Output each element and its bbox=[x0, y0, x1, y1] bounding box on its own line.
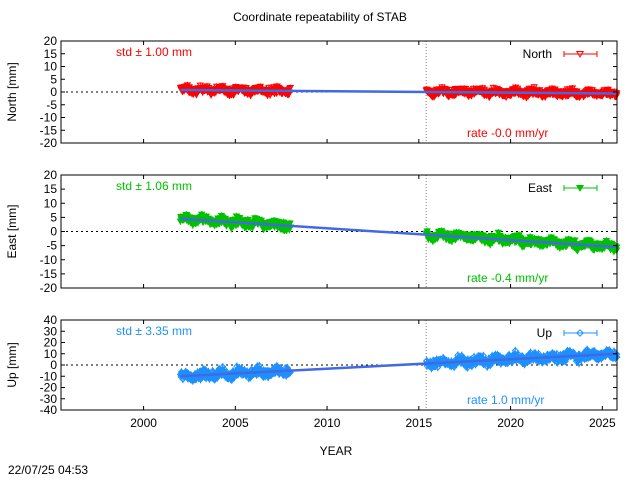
std-label: std ± 1.06 mm bbox=[116, 179, 192, 193]
data-point bbox=[494, 229, 502, 236]
y-tick-label: 0 bbox=[50, 225, 57, 239]
data-point bbox=[530, 84, 538, 91]
data-point bbox=[571, 237, 579, 244]
std-label: std ± 1.00 mm bbox=[116, 45, 192, 59]
y-axis-label: North [mm] bbox=[5, 62, 19, 121]
trend-line bbox=[180, 217, 618, 249]
trend-line bbox=[180, 88, 618, 95]
y-tick-label: -10 bbox=[40, 253, 58, 267]
legend-marker bbox=[575, 184, 585, 192]
data-point bbox=[568, 85, 577, 92]
y-tick-label: 5 bbox=[50, 210, 57, 224]
data-point bbox=[286, 220, 294, 227]
legend-label: East bbox=[528, 181, 553, 195]
y-tick-label: -5 bbox=[46, 98, 57, 112]
y-tick-label: 10 bbox=[44, 196, 58, 210]
y-tick-label: -5 bbox=[46, 239, 57, 253]
legend: North bbox=[523, 47, 598, 61]
legend: East bbox=[528, 181, 598, 195]
y-tick-label: -10 bbox=[40, 111, 58, 125]
y-tick-label: 10 bbox=[44, 60, 58, 74]
chart-title: Coordinate repeatability of STAB bbox=[233, 10, 407, 24]
y-tick-label: -15 bbox=[40, 267, 58, 281]
y-axis-label: East [mm] bbox=[5, 204, 19, 258]
legend-marker bbox=[575, 50, 585, 58]
y-tick-label: 20 bbox=[44, 168, 58, 182]
y-tick-label: -20 bbox=[40, 136, 58, 150]
y-tick-label: 0 bbox=[50, 85, 57, 99]
data-point bbox=[286, 84, 295, 92]
y-tick-label: 5 bbox=[50, 72, 57, 86]
y-tick-label: 15 bbox=[44, 182, 58, 196]
y-tick-label: -15 bbox=[40, 123, 58, 137]
rate-label: rate -0.4 mm/yr bbox=[467, 271, 548, 285]
rate-label: rate -0.0 mm/yr bbox=[467, 126, 548, 140]
y-tick-label: 20 bbox=[44, 34, 58, 48]
y-tick-label: -20 bbox=[40, 281, 58, 295]
legend-label: North bbox=[523, 47, 552, 61]
y-tick-label: 15 bbox=[44, 47, 58, 61]
